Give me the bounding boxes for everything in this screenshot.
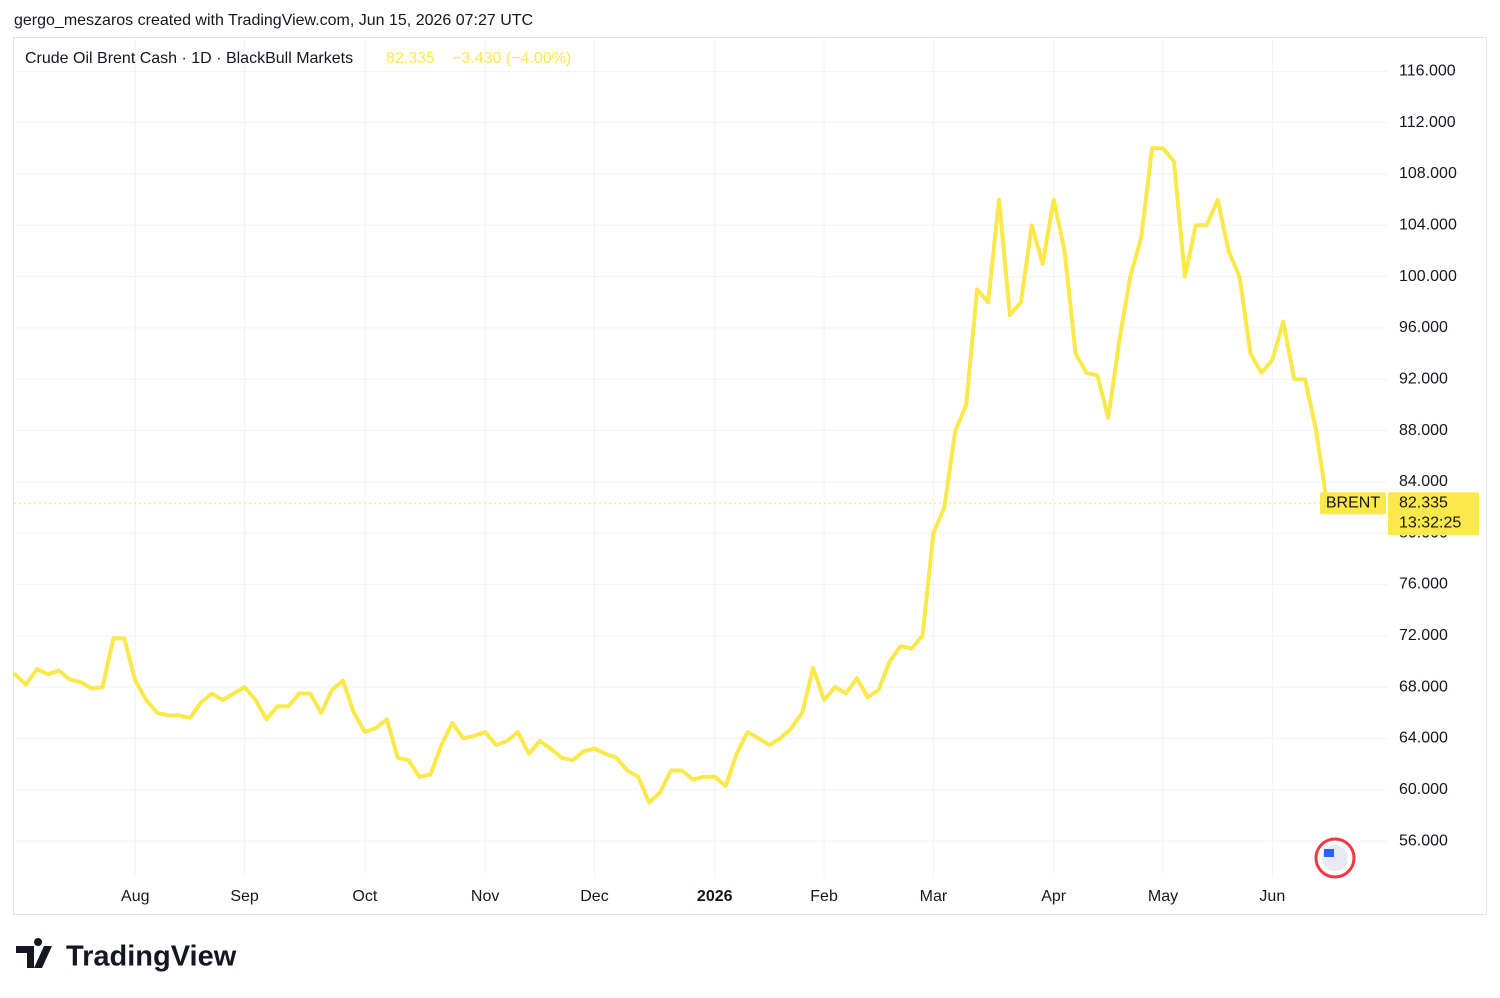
flag-canton bbox=[1324, 849, 1334, 857]
flag bbox=[1322, 845, 1348, 871]
y-tick-label: 76.000 bbox=[1399, 576, 1448, 593]
y-tick-label: 108.000 bbox=[1399, 165, 1457, 182]
legend-price: 82.335 bbox=[386, 50, 435, 67]
x-tick-label: Feb bbox=[810, 888, 838, 905]
y-tick-label: 96.000 bbox=[1399, 319, 1448, 336]
y-tick-label: 88.000 bbox=[1399, 422, 1448, 439]
x-tick-label: 2026 bbox=[697, 888, 733, 905]
y-tick-label: 112.000 bbox=[1399, 114, 1456, 131]
y-tick-label: 92.000 bbox=[1399, 370, 1448, 387]
attribution: gergo_meszaros created with TradingView.… bbox=[14, 12, 533, 29]
x-tick-label: Oct bbox=[352, 888, 377, 905]
price-tag-value: 82.335 bbox=[1399, 494, 1448, 511]
x-tick-label: Aug bbox=[121, 888, 149, 905]
legend-change: −3.430 (−4.00%) bbox=[452, 50, 571, 67]
price-countdown: 13:32:25 bbox=[1399, 514, 1461, 531]
x-tick-label: Jun bbox=[1259, 888, 1285, 905]
y-tick-label: 72.000 bbox=[1399, 627, 1448, 644]
x-tick-label: Dec bbox=[580, 888, 608, 905]
flag-icon bbox=[1314, 837, 1356, 879]
x-tick-label: Nov bbox=[471, 888, 499, 905]
y-tick-label: 100.000 bbox=[1399, 268, 1457, 285]
logo-text: TradingView bbox=[66, 941, 237, 973]
brand: TradingView bbox=[16, 938, 237, 973]
plot bbox=[13, 146, 1388, 805]
y-tick-label: 84.000 bbox=[1399, 473, 1448, 490]
x-tick-label: Mar bbox=[920, 888, 948, 905]
chart-frame bbox=[13, 37, 1487, 915]
y-tick-label: 60.000 bbox=[1399, 781, 1448, 798]
grid bbox=[14, 38, 1388, 877]
price-line bbox=[13, 146, 1329, 805]
chart-title: Crude Oil Brent Cash · 1D · BlackBull Ma… bbox=[25, 50, 353, 67]
y-tick-label: 64.000 bbox=[1399, 730, 1448, 747]
x-tick-label: Sep bbox=[230, 888, 259, 905]
price-tag bbox=[1388, 492, 1479, 536]
y-tick-label: 68.000 bbox=[1399, 678, 1448, 695]
logo-icon bbox=[16, 938, 52, 968]
series-name-tag bbox=[1320, 492, 1386, 515]
x-tick-label: Apr bbox=[1041, 888, 1067, 905]
x-tick-label: May bbox=[1148, 888, 1178, 905]
y-tick-label: 116.000 bbox=[1399, 63, 1456, 80]
y-tick-label: 56.000 bbox=[1399, 832, 1448, 849]
series-name: BRENT bbox=[1326, 494, 1380, 511]
y-tick-label: 104.000 bbox=[1399, 217, 1457, 234]
